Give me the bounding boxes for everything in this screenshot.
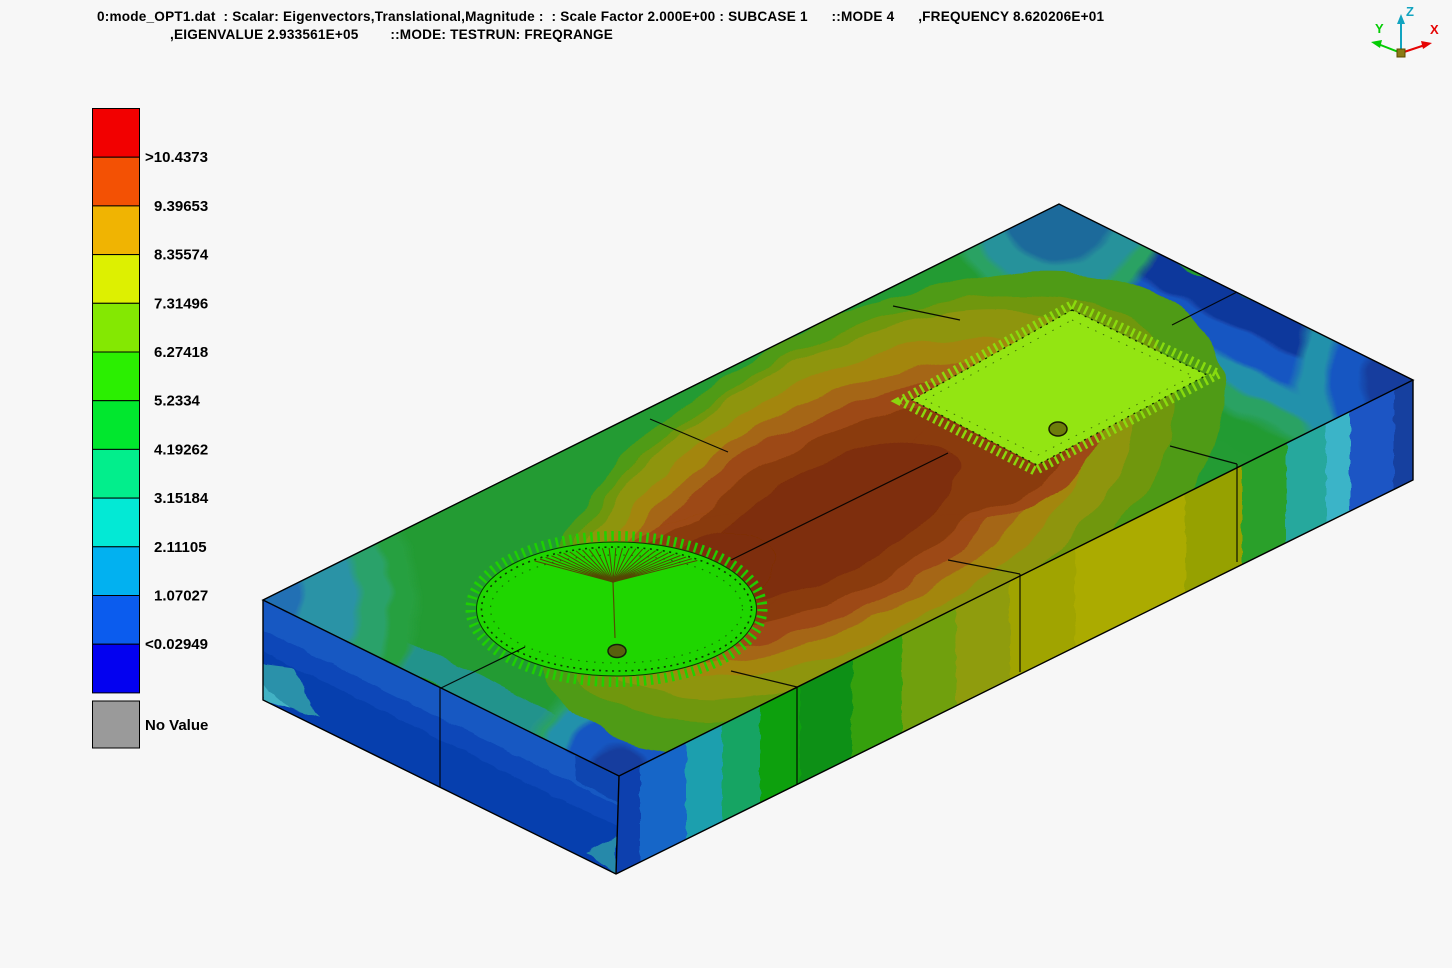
spider-vector-line	[588, 549, 614, 583]
spider-vector-line	[612, 560, 698, 583]
spider-vector-line	[575, 550, 614, 583]
legend-band	[92, 108, 140, 158]
orientation-triad: Z Y X	[1371, 4, 1439, 58]
spider-vector-line	[534, 560, 614, 583]
legend-value: 7.31496	[154, 295, 208, 312]
disc-dot-ring-outer	[480, 546, 753, 672]
spider-vector-line	[608, 548, 614, 583]
spider-vector-line	[545, 556, 614, 583]
fringe-stripe	[1350, 380, 1394, 874]
spider-vector-line	[612, 547, 623, 583]
axis-y-arrow-icon	[1371, 40, 1382, 48]
legend-value: 2.11105	[154, 539, 207, 556]
legend-band	[92, 497, 140, 548]
spider-vector-line	[539, 558, 614, 583]
legend-value: 9.39653	[154, 198, 208, 215]
spider-vector-line	[612, 558, 692, 583]
fringe-stripe	[1326, 380, 1350, 874]
rbe-spider-disc[interactable]	[465, 531, 768, 687]
legend-band	[92, 302, 140, 353]
legend-value: 3.15184	[154, 490, 209, 507]
rbe-spider-patch[interactable]	[890, 298, 1230, 477]
spider-vector-line	[601, 548, 614, 583]
spider-vector-line	[612, 548, 643, 583]
spider-vector-line	[582, 549, 614, 583]
legend-value: 8.35574	[154, 247, 209, 264]
legend-value: 5.2334	[154, 393, 201, 410]
legend-value: >10.4373	[145, 149, 208, 166]
disc-dot-ring-inner	[489, 554, 744, 664]
fringe-corner-north	[924, 204, 1194, 339]
left-face-shading	[263, 600, 619, 874]
spider-center-node[interactable]	[1048, 421, 1068, 437]
disc-surface[interactable]	[476, 541, 757, 677]
legend-band	[92, 156, 140, 207]
contour-legend: >10.4373 9.39653 8.35574 7.31496 6.27418…	[92, 108, 209, 749]
spider-vector-line	[569, 551, 614, 583]
spider-center-node[interactable]	[607, 643, 627, 659]
spider-vector-line	[612, 553, 675, 583]
patch-surface[interactable]	[910, 309, 1209, 466]
legend-value: 1.07027	[154, 588, 208, 605]
spider-vector-line	[612, 555, 681, 583]
spider-vector-fan	[534, 547, 698, 583]
legend-band	[92, 254, 140, 304]
spider-vector-line	[612, 550, 656, 583]
legend-band	[92, 351, 140, 402]
legend-no-value-swatch	[92, 700, 140, 749]
axis-z-label: Z	[1406, 4, 1414, 19]
legend-value: <0.02949	[145, 636, 208, 653]
axis-y-label: Y	[1375, 21, 1384, 36]
spider-vector-line	[563, 552, 614, 583]
patch-dot-ring-inner	[923, 319, 1195, 456]
legend-band	[92, 595, 140, 645]
spider-vector-line	[612, 581, 616, 639]
legend-value: 4.19262	[154, 441, 208, 458]
spider-vector-line	[612, 547, 617, 583]
legend-band	[92, 400, 140, 450]
spider-vector-line	[557, 553, 614, 583]
block-edges	[261, 203, 1415, 875]
legend-band	[92, 546, 140, 596]
spider-vector-line	[612, 551, 663, 583]
spider-vector-line	[595, 548, 614, 583]
triad-origin-icon	[1396, 48, 1406, 58]
result-title-line2: ,EIGENVALUE 2.933561E+05 ::MODE: TESTRUN…	[170, 27, 614, 42]
spider-vector-line	[612, 556, 687, 583]
legend-band	[92, 205, 140, 256]
spider-vector-line	[551, 555, 614, 583]
disc-spike-ring	[465, 531, 768, 687]
spider-vector-line	[612, 548, 637, 583]
result-title-line1: 0:mode_OPT1.dat : Scalar: Eigenvectors,T…	[97, 9, 1105, 24]
spider-vector-line	[612, 549, 650, 583]
spider-vector-line	[612, 548, 630, 583]
axis-x-arrow-icon	[1421, 41, 1432, 49]
mesh-boundary-lines	[439, 291, 1238, 787]
spider-vector-line	[612, 552, 669, 583]
legend-no-value-label: No Value	[145, 717, 208, 734]
legend-band	[92, 448, 140, 499]
legend-band	[92, 643, 140, 694]
axis-z-arrow-icon	[1397, 14, 1405, 24]
axis-x-label: X	[1430, 22, 1439, 37]
legend-value: 6.27418	[154, 344, 208, 361]
